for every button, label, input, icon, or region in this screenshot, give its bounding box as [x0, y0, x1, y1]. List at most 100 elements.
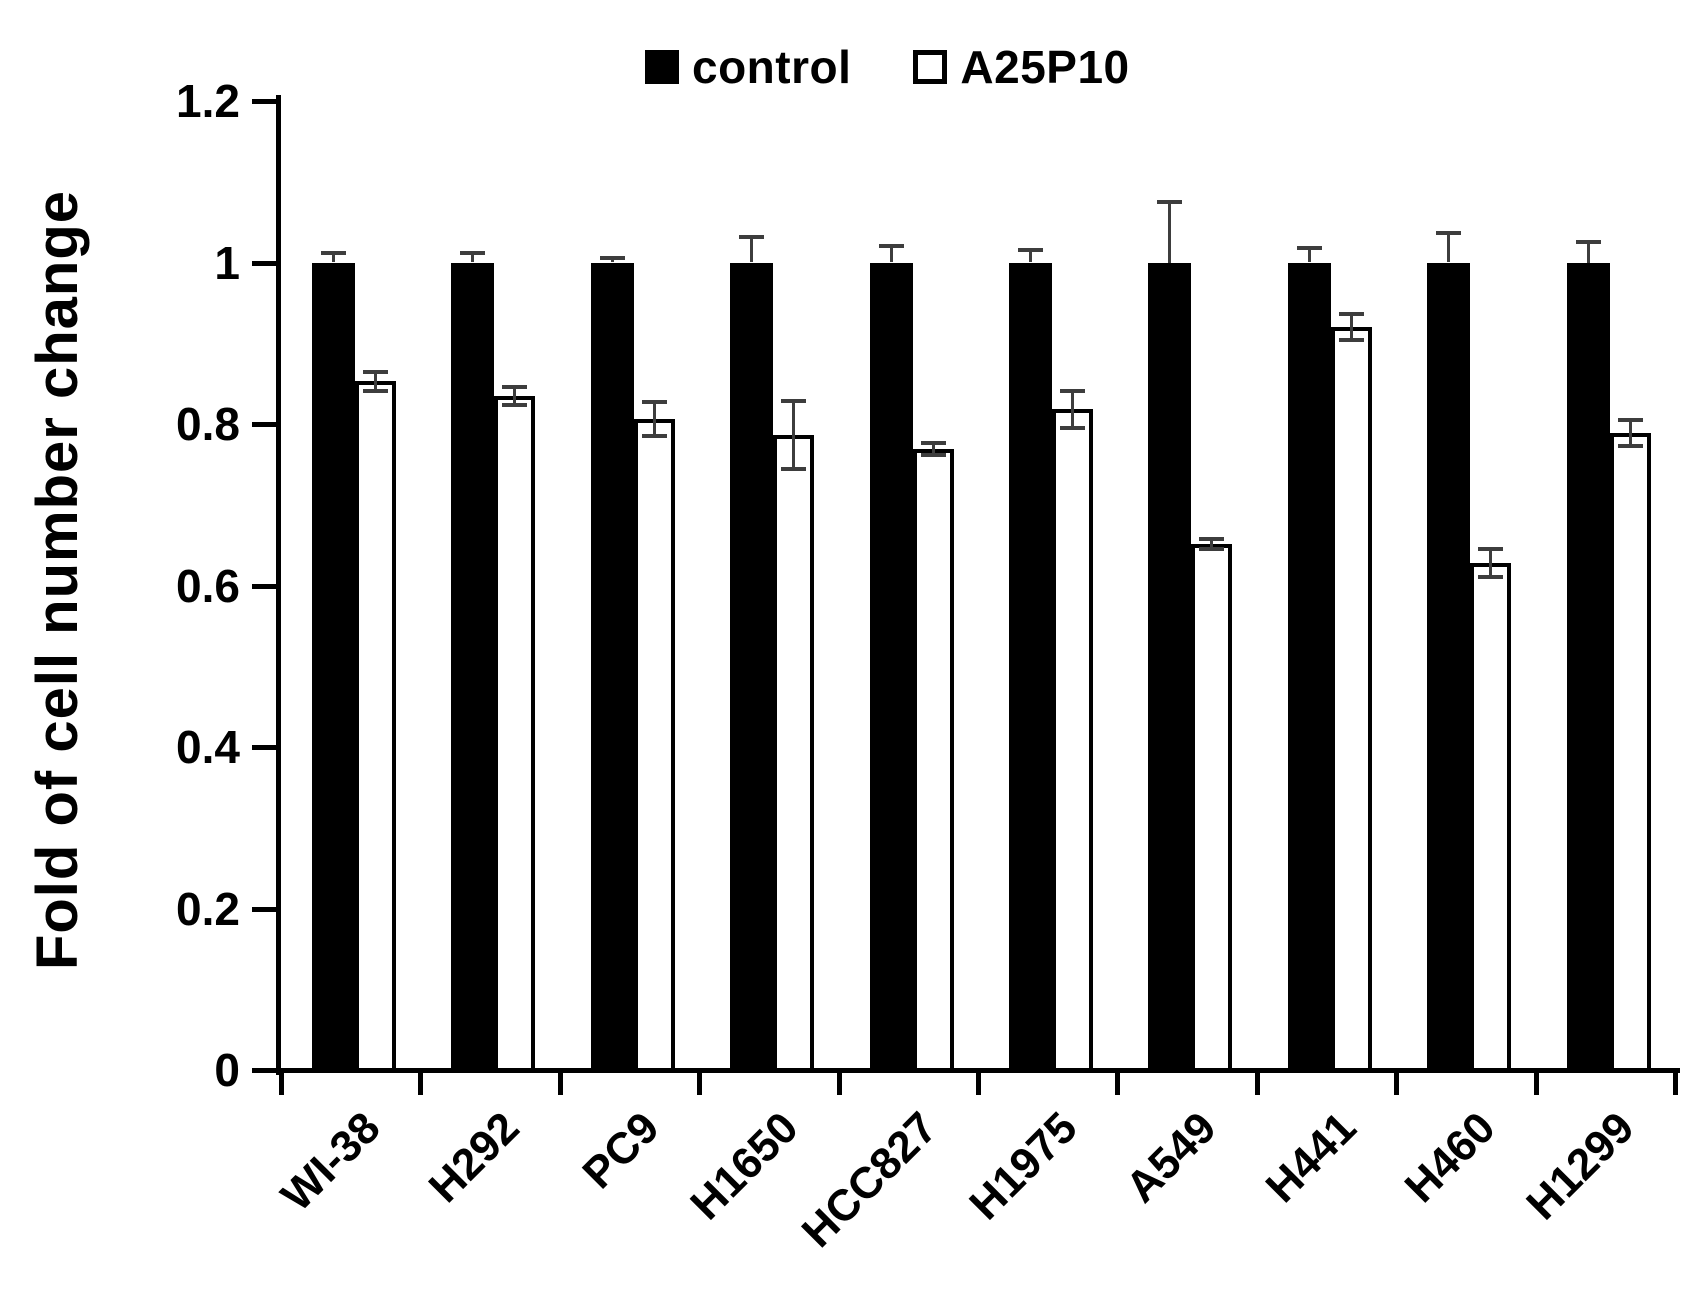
error-bar-line	[931, 442, 935, 456]
y-tick	[252, 260, 276, 266]
error-bar-line	[471, 252, 475, 263]
error-bar-line	[610, 258, 614, 263]
error-bar-cap	[599, 256, 625, 261]
error-bar-line	[1628, 419, 1632, 446]
y-tick	[252, 906, 276, 912]
y-tick	[252, 583, 276, 589]
error-bar-cap	[460, 250, 486, 255]
error-bar-cap	[1060, 426, 1085, 431]
bar-control	[312, 262, 355, 1070]
bar-control	[1427, 262, 1471, 1070]
error-bar-cap	[1060, 388, 1085, 393]
error-bar-line	[1071, 390, 1074, 429]
bar-a25p10	[1330, 327, 1372, 1072]
error-bar-cap	[363, 388, 388, 393]
error-bar-cap	[363, 369, 388, 374]
error-bar-cap	[1478, 574, 1504, 579]
y-tick	[252, 745, 276, 750]
error-bar-cap	[1199, 547, 1225, 552]
x-tick	[1394, 1070, 1400, 1095]
error-bar-line	[1210, 539, 1214, 550]
error-bar-line	[1168, 201, 1172, 263]
bar-control	[451, 262, 495, 1070]
legend-swatch-A25P10	[913, 50, 948, 84]
bar-a25p10	[1470, 562, 1512, 1072]
y-tick-label: 0.6	[176, 559, 240, 612]
error-bar-cap	[1199, 537, 1225, 542]
x-tick	[1115, 1070, 1121, 1095]
error-bar-line	[1029, 250, 1032, 263]
bar-a25p10	[912, 449, 954, 1072]
error-bar-cap	[1338, 338, 1364, 343]
error-bar-line	[1586, 242, 1590, 263]
error-bar-cap	[1617, 443, 1643, 448]
legend-item-A25P10: A25P10	[913, 44, 1129, 90]
y-tick	[252, 422, 276, 427]
x-tick	[836, 1070, 842, 1095]
y-tick	[252, 1068, 276, 1073]
bar-a25p10	[1052, 409, 1093, 1072]
bar-control	[590, 262, 634, 1070]
error-bar-cap	[502, 402, 528, 407]
error-bar-line	[1489, 549, 1493, 577]
x-tick	[418, 1070, 424, 1095]
y-tick-label: 0.2	[176, 882, 240, 935]
bar-control	[1148, 262, 1192, 1070]
error-bar-line	[332, 252, 335, 263]
y-tick-label: 0	[214, 1044, 240, 1096]
x-tick	[976, 1070, 981, 1095]
error-bar-cap	[641, 400, 667, 405]
error-bar-cap	[1478, 547, 1504, 552]
legend-swatch-control	[645, 50, 679, 84]
legend: control A25P10	[645, 44, 1130, 90]
bar-control	[1287, 262, 1331, 1070]
bar-a25p10	[1609, 432, 1651, 1072]
error-bar-cap	[781, 467, 807, 472]
y-tick-label: 0.8	[176, 398, 240, 450]
error-bar-cap	[641, 434, 667, 439]
error-bar-cap	[920, 453, 946, 458]
x-tick	[1533, 1070, 1539, 1095]
error-bar-cap	[1296, 245, 1322, 250]
y-axis-line	[276, 95, 281, 1075]
bar-a25p10	[1191, 544, 1233, 1072]
error-bar-cap	[502, 384, 528, 389]
legend-item-control: control	[645, 44, 851, 90]
error-bar-cap	[1018, 248, 1043, 253]
error-bar-line	[1307, 247, 1311, 263]
bar-a25p10	[494, 395, 536, 1072]
error-bar-line	[1447, 232, 1451, 263]
bar-a25p10	[355, 381, 396, 1072]
y-tick	[252, 99, 276, 104]
bar-a25p10	[633, 419, 675, 1072]
x-tick	[557, 1070, 563, 1095]
error-bar-cap	[1436, 230, 1462, 235]
error-bar-line	[792, 401, 796, 470]
error-bar-line	[1349, 314, 1353, 340]
error-bar-cap	[1157, 199, 1183, 204]
error-bar-cap	[878, 243, 904, 248]
bar-control	[1009, 262, 1052, 1070]
legend-label: A25P10	[960, 41, 1130, 93]
error-bar-cap	[920, 440, 946, 445]
error-bar-cap	[1575, 240, 1601, 245]
error-bar-cap	[781, 399, 807, 404]
legend-label: control	[692, 41, 852, 93]
bar-control	[1566, 262, 1610, 1070]
y-tick-label: 1.2	[176, 75, 240, 127]
x-tick	[1254, 1070, 1260, 1095]
x-tick	[1673, 1070, 1678, 1095]
bar-a25p10	[773, 435, 815, 1072]
y-tick-label: 1	[214, 236, 240, 289]
error-bar-line	[652, 402, 656, 437]
bar-control	[730, 262, 774, 1070]
error-bar-line	[374, 371, 377, 391]
error-bar-cap	[1338, 312, 1364, 317]
bar-control	[869, 262, 913, 1070]
error-bar-cap	[321, 250, 346, 255]
error-bar-line	[513, 386, 517, 405]
error-bar-cap	[1617, 417, 1643, 422]
error-bar-cap	[739, 235, 765, 240]
